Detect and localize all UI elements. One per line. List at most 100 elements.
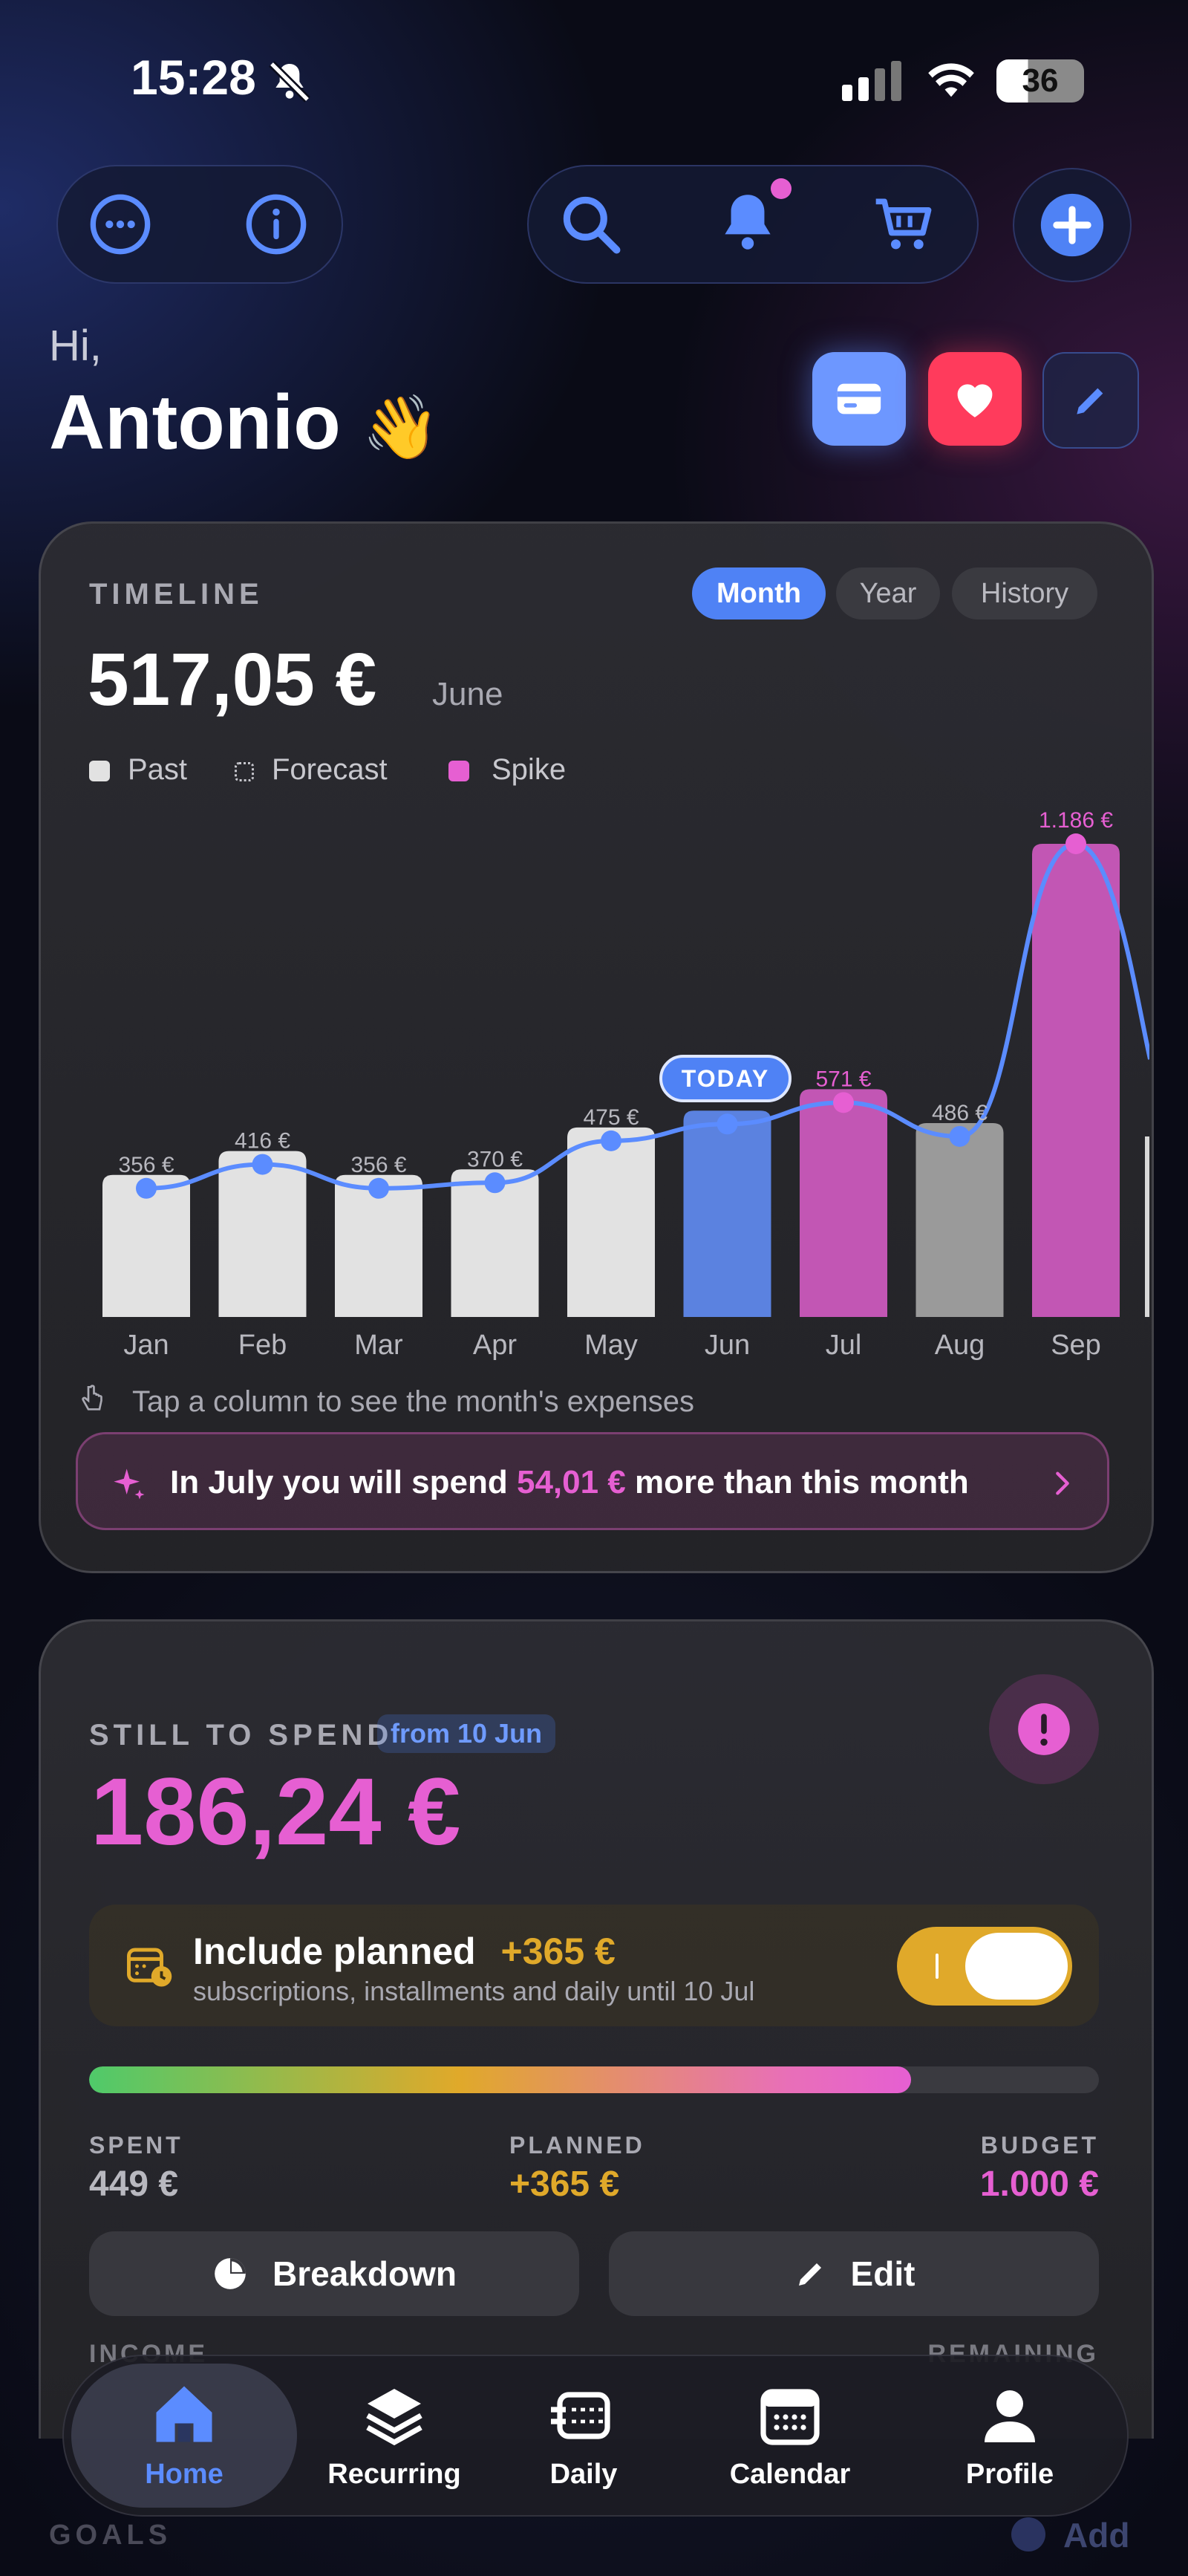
cards-button[interactable] <box>812 352 906 446</box>
cellular-signal-icon <box>842 61 907 103</box>
search-button[interactable] <box>557 190 625 258</box>
tap-hint: Tap a column to see the month's expenses <box>77 1383 694 1419</box>
next-bar-edge <box>1145 1136 1149 1317</box>
alert-button[interactable] <box>989 1674 1099 1784</box>
bar-jul[interactable] <box>800 1089 887 1317</box>
legend-forecast-label: Forecast <box>272 753 388 786</box>
spent-label: SPENT <box>89 2132 183 2159</box>
greeting-name: Antonio 👋 <box>49 379 440 467</box>
point-sep <box>1065 833 1086 854</box>
spent-value: 449 € <box>89 2164 179 2204</box>
budget-value: 1.000 € <box>979 2164 1099 2204</box>
bar-apr[interactable] <box>451 1169 539 1317</box>
timeline-card <box>39 521 1154 1573</box>
nav-recurring-label: Recurring <box>327 2459 461 2490</box>
pencil-icon <box>1077 388 1103 414</box>
wifi-icon <box>928 63 974 97</box>
nav-calendar-label: Calendar <box>729 2459 851 2490</box>
bar-feb[interactable] <box>218 1151 307 1317</box>
point-feb <box>252 1154 273 1175</box>
goals-add-label: Add <box>1063 2516 1130 2554</box>
info-button[interactable] <box>244 192 309 257</box>
favorites-button[interactable] <box>928 352 1022 446</box>
point-jul <box>833 1092 854 1113</box>
daily-icon <box>551 2392 610 2439</box>
nav-home[interactable]: Home <box>71 2356 297 2515</box>
include-planned-toggle[interactable] <box>897 1927 1072 2006</box>
legend-spike-label: Spike <box>492 753 567 786</box>
nav-daily[interactable]: Daily <box>509 2356 658 2515</box>
still-to-spend-amount: 186,24 € <box>91 1759 461 1865</box>
bell-icon <box>725 195 771 250</box>
value-label-aug: 486 € <box>932 1101 988 1125</box>
status-time: 15:28 <box>131 50 256 105</box>
nav-profile-label: Profile <box>965 2459 1054 2490</box>
edit-profile-button[interactable] <box>1042 352 1139 449</box>
add-button[interactable] <box>1013 168 1132 282</box>
battery-tip <box>1078 73 1084 89</box>
timeline-period: June <box>432 676 503 712</box>
cart-icon <box>875 198 932 250</box>
point-jun <box>717 1113 738 1135</box>
point-mar <box>368 1177 389 1199</box>
bar-jun[interactable] <box>683 1110 771 1317</box>
calendar-clock-icon <box>127 1948 172 1987</box>
nav-daily-label: Daily <box>549 2459 618 2490</box>
nav-calendar[interactable]: Calendar <box>708 2356 872 2515</box>
tap-hand-icon <box>77 1383 107 1413</box>
tab-year[interactable]: Year <box>836 567 940 619</box>
legend-past-swatch <box>89 761 110 781</box>
bar-may[interactable] <box>567 1127 655 1317</box>
bar-sep[interactable] <box>1032 844 1120 1317</box>
toggle-knob <box>965 1933 1068 2000</box>
nav-profile[interactable]: Profile <box>936 2356 1084 2515</box>
info-icon <box>246 194 307 255</box>
breakdown-button[interactable]: Breakdown <box>89 2231 579 2316</box>
edit-pencil-icon <box>798 2263 821 2286</box>
include-planned-label: Include planned <box>193 1931 476 1972</box>
chevron-right-icon <box>1056 1471 1069 1495</box>
x-label-aug: Aug <box>935 1330 985 1361</box>
heart-icon <box>957 384 993 417</box>
toggle-on-mark <box>936 1954 939 1979</box>
nav-home-label: Home <box>145 2459 223 2490</box>
edit-label: Edit <box>850 2254 916 2293</box>
x-label-feb: Feb <box>238 1330 287 1361</box>
bar-aug[interactable] <box>916 1122 1004 1317</box>
tab-history[interactable]: History <box>952 567 1097 619</box>
timeline-chart: Jan Feb Mar Apr May Jun Jul Aug Sep 356 € 416 € 356… <box>102 808 1149 1361</box>
legend-spike: Spike <box>448 753 566 787</box>
cart-button[interactable] <box>869 190 940 258</box>
insight-prefix: In July you will spend <box>170 1464 517 1500</box>
sparkle-icon <box>114 1468 145 1500</box>
user-name: Antonio <box>49 380 341 466</box>
insight-highlight: 54,01 € <box>516 1464 626 1500</box>
x-label-sep: Sep <box>1051 1330 1101 1361</box>
tab-month[interactable]: Month <box>692 567 826 619</box>
notifications-button[interactable] <box>711 186 784 258</box>
layers-icon <box>366 2389 422 2446</box>
insight-banner[interactable]: In July you will spend 54,01 € more than… <box>76 1432 1109 1530</box>
x-label-apr: Apr <box>473 1330 517 1361</box>
value-label-may: 475 € <box>583 1105 639 1130</box>
bar-jan[interactable] <box>102 1174 190 1317</box>
budget-stat: BUDGET 1.000 € <box>980 2132 1099 2205</box>
breakdown-label: Breakdown <box>272 2254 457 2293</box>
edit-button[interactable]: Edit <box>609 2231 1099 2316</box>
legend-past: Past <box>89 753 187 787</box>
status-bar: 15:28 36 <box>0 0 1188 149</box>
planned-stat: PLANNED +365 € <box>509 2132 645 2205</box>
goals-label: GOALS <box>49 2520 172 2551</box>
profile-icon <box>985 2390 1035 2442</box>
plus-icon <box>1040 193 1104 257</box>
budget-progress-fill <box>89 2066 912 2093</box>
notification-dot <box>771 178 792 199</box>
budget-progress-track <box>89 2066 1099 2093</box>
more-button[interactable] <box>88 192 153 257</box>
point-may <box>601 1130 621 1151</box>
bar-mar[interactable] <box>335 1174 422 1317</box>
nav-recurring[interactable]: Recurring <box>309 2356 480 2515</box>
search-icon <box>563 196 621 254</box>
goals-add-button[interactable]: Add <box>1011 2515 1129 2555</box>
battery-indicator: 36 <box>996 59 1084 103</box>
